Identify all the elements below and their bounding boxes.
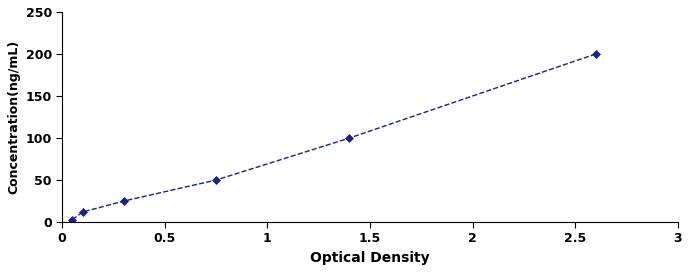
Y-axis label: Concentration(ng/mL): Concentration(ng/mL) <box>7 40 20 194</box>
X-axis label: Optical Density: Optical Density <box>310 251 430 265</box>
